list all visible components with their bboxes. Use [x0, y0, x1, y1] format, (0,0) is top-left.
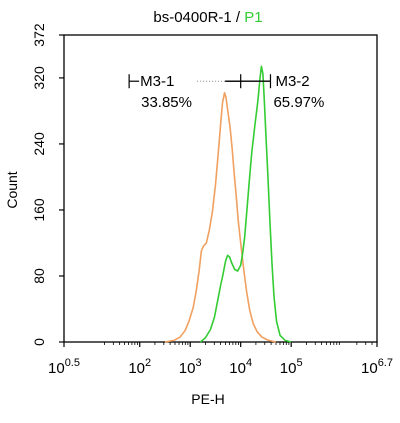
- y-tick-label: 160: [31, 198, 47, 222]
- x-tick-base: 10: [229, 360, 246, 377]
- x-tick-base: 10: [361, 360, 378, 377]
- marker-layer: M3-1 33.85% M3-2 65.97%: [128, 73, 324, 111]
- x-tick-label: 104: [229, 357, 252, 377]
- x-axis-label: PE-H: [191, 391, 224, 407]
- x-tick-label: 102: [128, 357, 151, 377]
- histogram-series-2: [199, 65, 292, 343]
- y-tick-label: 320: [31, 66, 47, 90]
- x-tick-exponent: 0.5: [65, 357, 80, 369]
- x-tick-label: 103: [179, 357, 202, 377]
- marker-m3-1-name: M3-1: [140, 73, 174, 90]
- x-axis: 100.5 102 103 104 105 106.7: [48, 342, 393, 377]
- plot-frame: [63, 34, 378, 343]
- x-tick-base: 10: [48, 360, 65, 377]
- x-tick-label: 106.7: [361, 357, 393, 377]
- x-tick-label: 100.5: [48, 357, 80, 377]
- chart-title: bs-0400R-1 / P1: [153, 9, 262, 26]
- x-tick-label: 105: [280, 357, 303, 377]
- x-tick-exponent: 4: [246, 357, 252, 369]
- x-tick-exponent: 5: [296, 357, 302, 369]
- marker-m3-2-name: M3-2: [275, 73, 309, 90]
- y-axis: 0 80 160 240 320 372: [31, 23, 64, 346]
- x-tick-exponent: 2: [145, 357, 151, 369]
- chart-title-prefix: bs-0400R-1 /: [153, 9, 244, 26]
- x-tick-exponent: 6.7: [378, 357, 393, 369]
- x-tick-base: 10: [280, 360, 297, 377]
- histogram-series-1: [164, 91, 277, 343]
- chart-title-gate: P1: [244, 9, 262, 26]
- y-tick-label: 240: [31, 132, 47, 156]
- series-layer: [164, 65, 292, 343]
- x-tick-exponent: 3: [195, 357, 201, 369]
- y-axis-label: Count: [4, 171, 20, 208]
- marker-m3-2-percent: 65.97%: [273, 94, 324, 111]
- y-tick-label: 372: [31, 23, 47, 47]
- marker-m3-1-percent: 33.85%: [141, 94, 192, 111]
- y-tick-label: 80: [31, 268, 47, 284]
- y-tick-label: 0: [31, 338, 47, 346]
- x-tick-base: 10: [179, 360, 196, 377]
- x-tick-base: 10: [128, 360, 145, 377]
